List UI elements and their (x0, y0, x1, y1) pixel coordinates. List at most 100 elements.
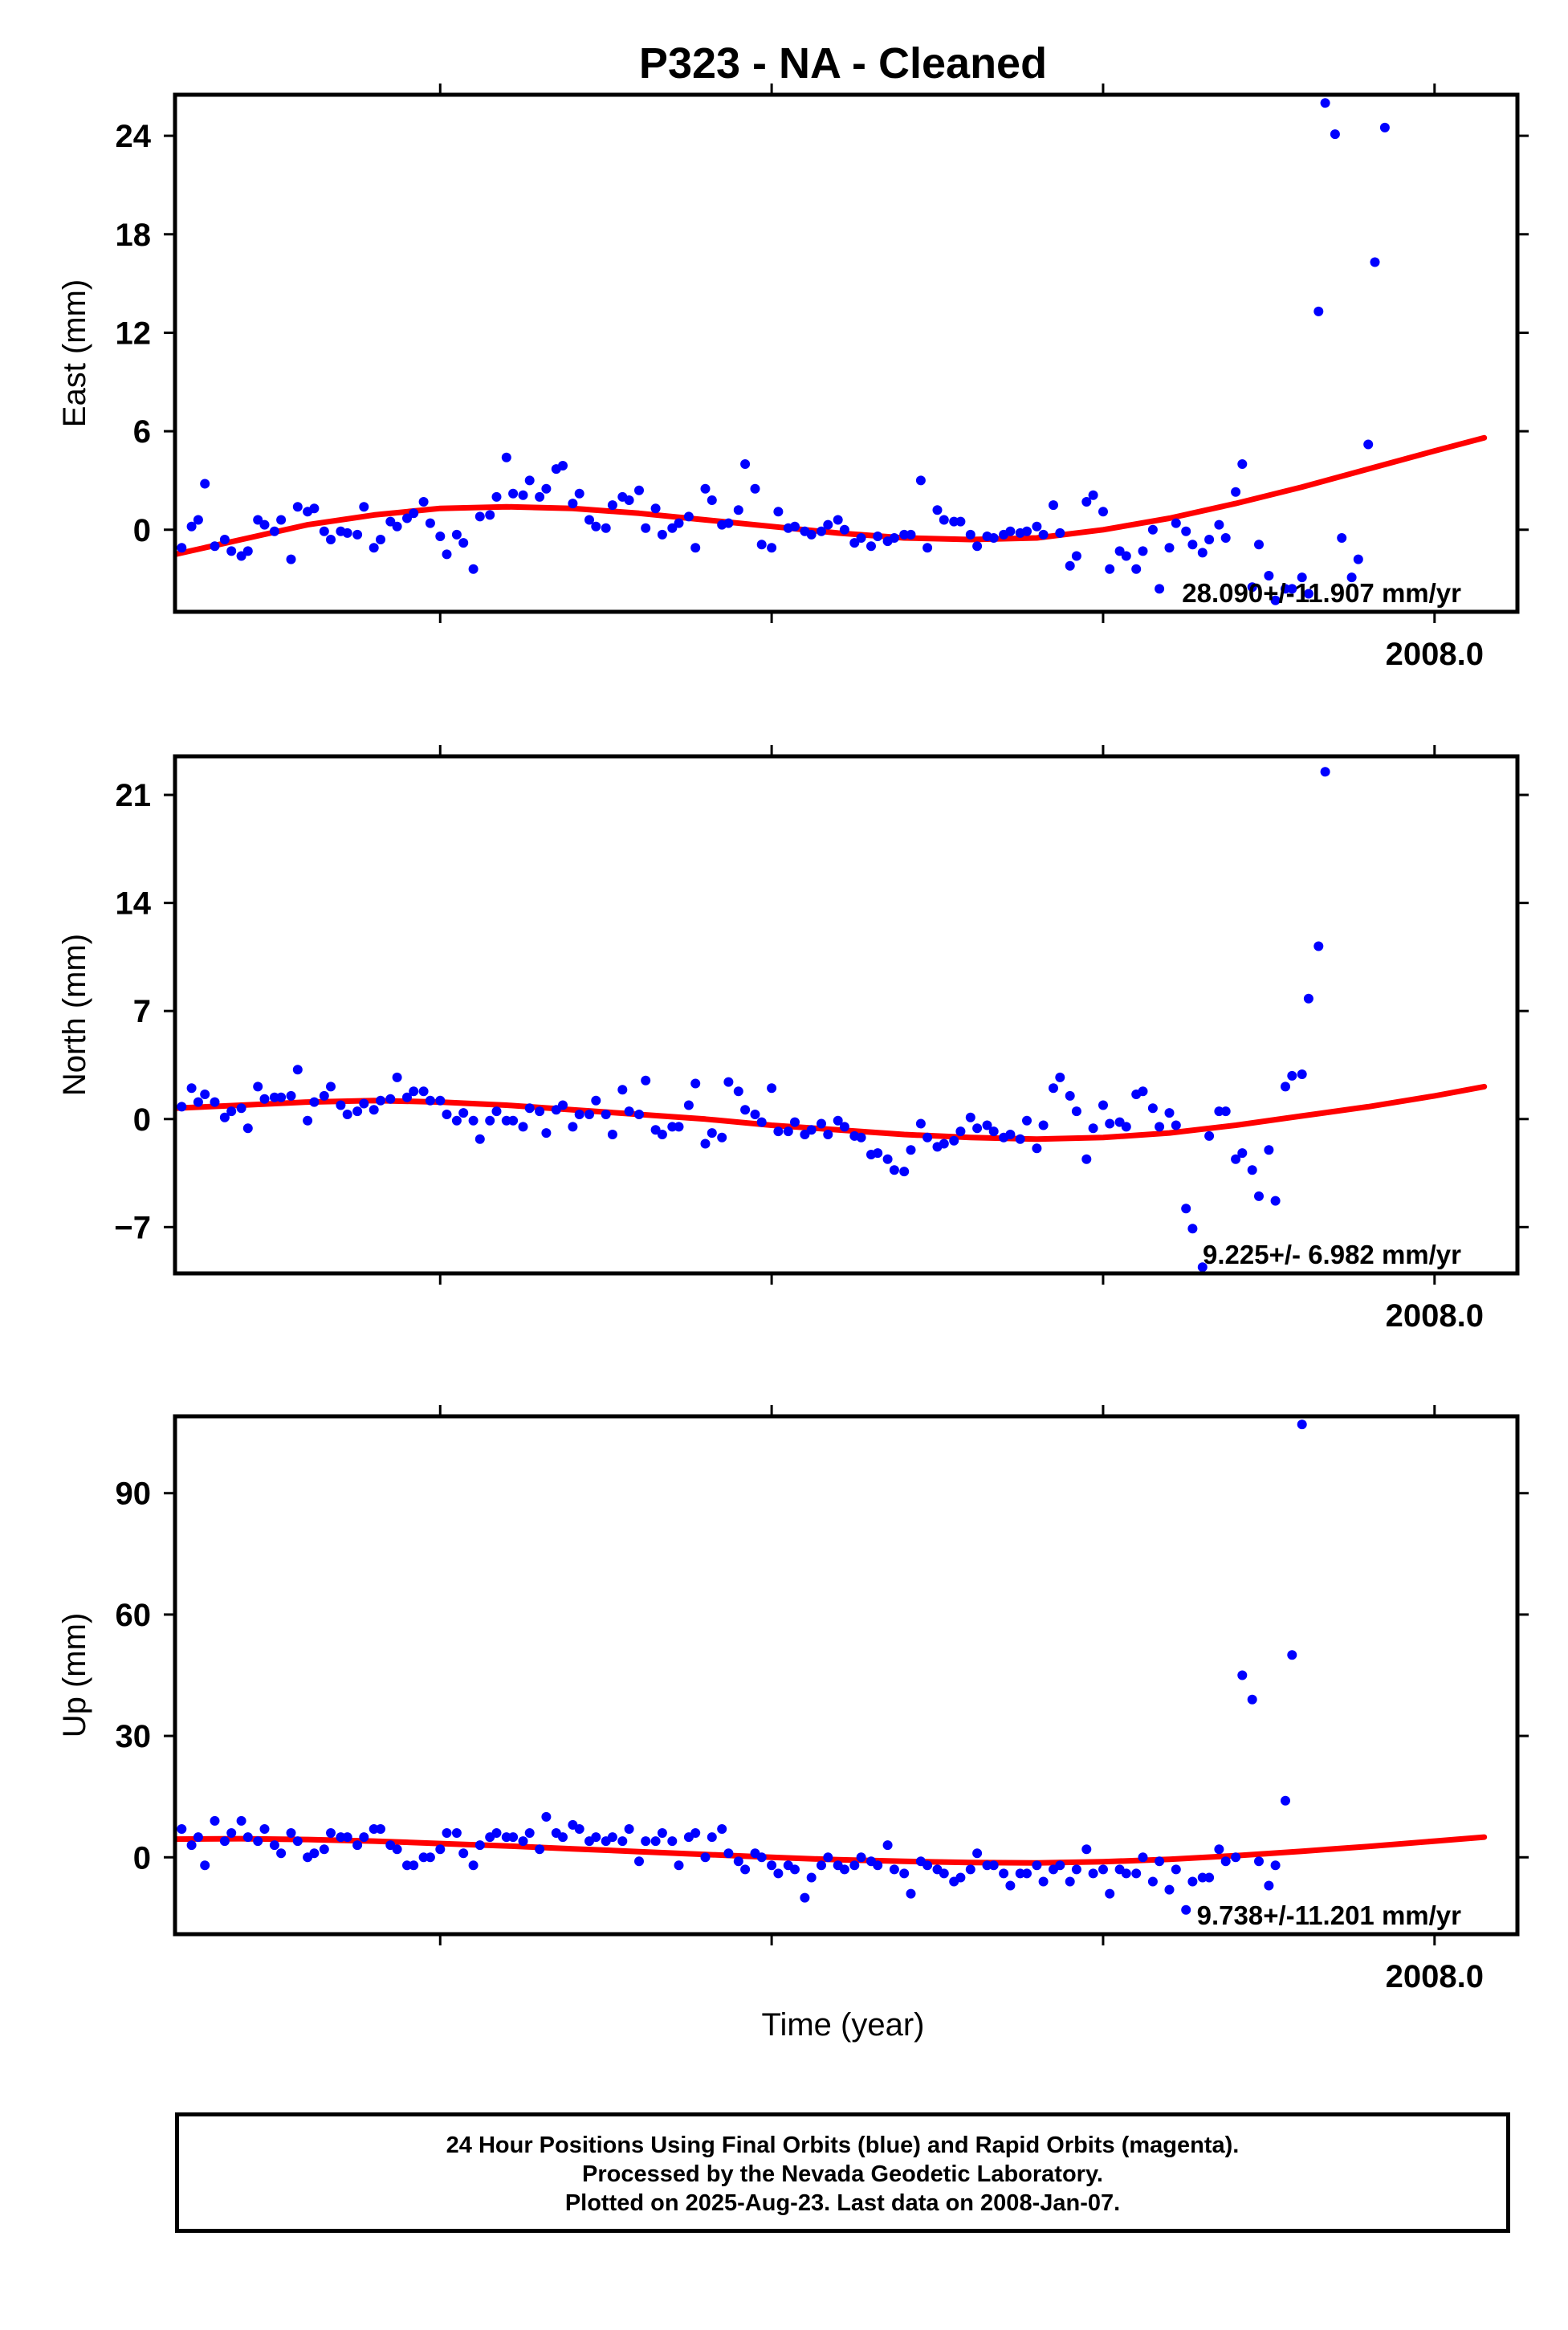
north-data-point (683, 1100, 694, 1110)
north-data-point (259, 1094, 270, 1104)
east-data-point (1164, 543, 1175, 553)
east-data-point (856, 533, 866, 543)
up-data-point (210, 1815, 220, 1826)
north-data-point (200, 1090, 210, 1099)
north-data-point (1264, 1145, 1274, 1155)
north-data-point (1071, 1106, 1081, 1117)
north-data-point (856, 1132, 866, 1143)
east-data-point (574, 488, 584, 499)
north-data-point (276, 1092, 287, 1102)
east-data-point (1022, 526, 1032, 536)
north-data-point (1320, 767, 1330, 777)
north-data-point (558, 1100, 568, 1110)
north-data-point (1270, 1196, 1281, 1206)
north-data-point (972, 1123, 983, 1134)
north-data-point (435, 1095, 446, 1106)
east-data-point (915, 475, 926, 486)
east-data-point (474, 511, 485, 522)
east-data-point (501, 452, 511, 462)
east-data-point (236, 551, 246, 561)
up-data-point (558, 1832, 568, 1843)
up-data-point (1022, 1868, 1032, 1879)
north-data-point (524, 1103, 535, 1114)
north-ytick-label: 21 (116, 778, 152, 813)
north-data-point (369, 1105, 379, 1115)
east-data-point (385, 516, 396, 527)
north-fit-line (175, 1083, 1488, 1143)
east-data-point (1038, 529, 1049, 540)
up-y-axis-label: Up (mm) (57, 1613, 92, 1738)
up-data-point (922, 1860, 933, 1871)
east-data-point (773, 507, 784, 517)
north-data-point (1363, 0, 1373, 5)
up-data-point (1105, 1888, 1115, 1899)
up-data-point (1354, 0, 1363, 5)
east-xtick-label: 2008.0 (1386, 637, 1484, 672)
north-data-point (707, 1128, 717, 1139)
north-plot-frame (173, 754, 1520, 1276)
up-data-point (1071, 1864, 1081, 1875)
north-data-point (491, 1106, 502, 1117)
up-data-point (259, 1824, 270, 1834)
up-ytick-label: 30 (116, 1719, 152, 1754)
north-data-point (474, 1134, 485, 1144)
east-data-point (955, 516, 966, 527)
up-data-point (1337, 0, 1346, 5)
north-data-point (601, 1110, 611, 1119)
north-ytick-label: 14 (116, 886, 152, 922)
north-data-point (219, 1112, 230, 1122)
north-data-point (253, 1081, 263, 1092)
east-y-axis-label: East (mm) (57, 279, 92, 427)
north-data-point (1015, 1134, 1025, 1144)
up-data-point (1419, 0, 1429, 5)
north-ytick-label: −7 (114, 1210, 151, 1245)
north-data-point (186, 1083, 197, 1094)
north-data-point (451, 1115, 462, 1126)
east-data-point (535, 491, 545, 502)
up-data-point (806, 1872, 817, 1883)
up-data-point (1387, 0, 1396, 5)
chart-title: P323 - NA - Cleaned (639, 39, 1047, 88)
up-data-point (242, 1832, 253, 1843)
east-data-point (756, 540, 767, 550)
north-data-point (418, 1086, 429, 1097)
north-data-point (501, 1115, 511, 1126)
up-data-point (541, 1811, 552, 1822)
up-data-point (442, 1828, 452, 1838)
up-data-point (1297, 1420, 1307, 1430)
up-data-point (972, 1848, 983, 1859)
east-data-point (259, 519, 270, 530)
north-data-point (1065, 1090, 1075, 1101)
up-data-point (359, 1832, 369, 1843)
up-data-point (767, 1860, 777, 1871)
north-data-point (242, 1123, 253, 1134)
up-data-point (634, 1856, 644, 1867)
north-data-point (458, 1108, 469, 1118)
east-data-point (849, 538, 860, 548)
up-data-point (518, 1836, 528, 1847)
east-data-point (326, 535, 336, 544)
up-data-point (1430, 0, 1440, 5)
east-data-point (369, 543, 379, 553)
up-data-point (336, 1832, 346, 1843)
east-data-point (1065, 560, 1075, 571)
up-data-point (1081, 1844, 1092, 1855)
north-data-point (269, 1092, 279, 1102)
north-data-point (1403, 0, 1413, 5)
north-data-point (965, 1112, 975, 1122)
north-data-point (756, 1117, 767, 1127)
footer-line-2: Processed by the Nevada Geodetic Laborat… (582, 2161, 1103, 2187)
east-data-point (200, 479, 210, 489)
east-data-point (750, 483, 760, 494)
up-data-point (369, 1824, 379, 1834)
north-data-point (833, 1115, 843, 1126)
up-data-point (1287, 1650, 1297, 1660)
east-data-point (352, 529, 363, 540)
north-data-point (823, 1130, 833, 1139)
east-data-point (491, 491, 502, 502)
east-ytick-label: 18 (116, 218, 152, 253)
north-data-point (982, 1120, 992, 1130)
east-data-point (690, 543, 701, 553)
north-data-point (385, 1094, 396, 1104)
up-data-point (1363, 0, 1373, 5)
